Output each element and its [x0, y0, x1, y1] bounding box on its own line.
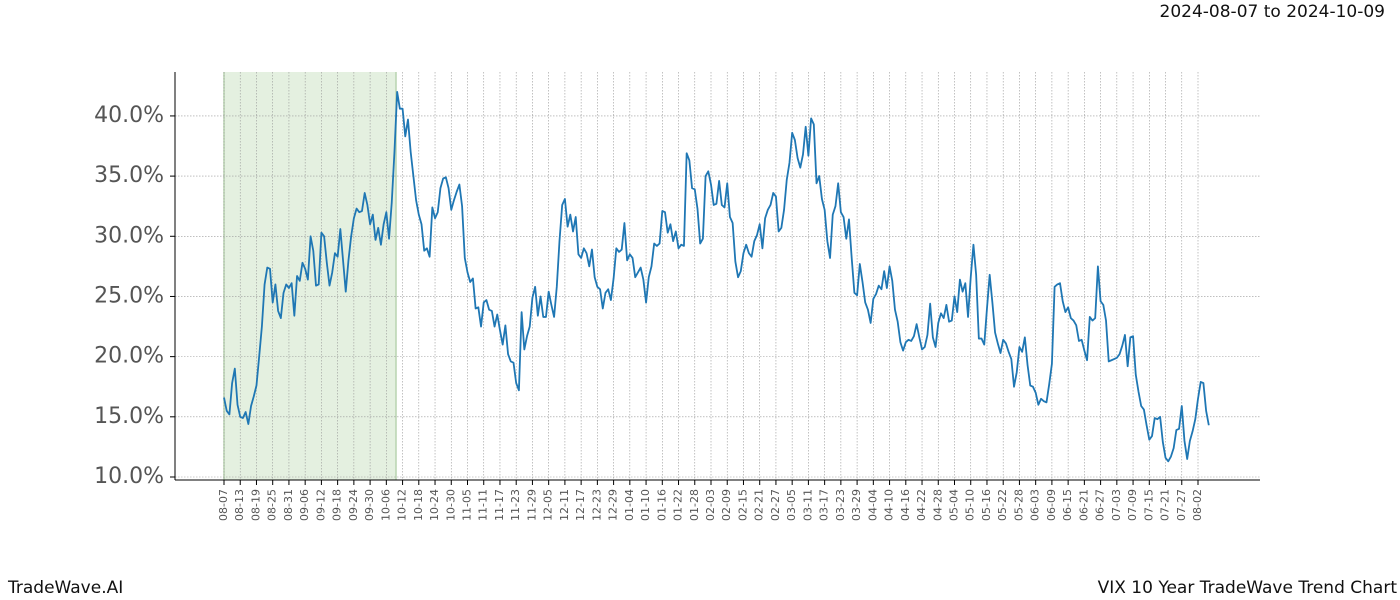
x-tick-label: 06-09 [1045, 489, 1058, 521]
x-tick-label: 02-27 [769, 489, 782, 521]
x-tick-label: 10-30 [444, 489, 457, 521]
x-tick-label: 08-19 [249, 489, 262, 521]
x-tick-label: 04-28 [931, 489, 944, 521]
x-tick-label: 10-18 [412, 489, 425, 521]
y-tick-label: 25.0% [94, 283, 164, 308]
x-tick-label: 03-23 [834, 489, 847, 521]
x-tick-label: 07-21 [1159, 489, 1172, 521]
x-tick-label: 04-22 [915, 489, 928, 521]
x-tick-label: 03-29 [850, 489, 863, 521]
x-tick-label: 10-24 [428, 489, 441, 521]
x-tick-label: 05-16 [980, 489, 993, 521]
x-tick-label: 07-15 [1142, 489, 1155, 521]
grid: 10.0% 15.0% 20.0% 25.0% 30.0% 35.0% 40.0% 08-07… [94, 72, 1260, 521]
x-tick-label: 11-05 [461, 489, 474, 521]
x-tick-label: 05-04 [948, 489, 961, 521]
x-tick-label: 12-29 [607, 489, 620, 521]
x-tick-label: 09-30 [363, 489, 376, 521]
trend-line [223, 90, 1210, 463]
x-tick-label: 08-02 [1191, 489, 1204, 521]
x-tick-label: 08-07 [217, 489, 230, 521]
x-tick-label: 07-27 [1175, 489, 1188, 521]
x-tick-label: 11-11 [477, 489, 490, 521]
x-tick-label: 05-22 [996, 489, 1009, 521]
x-tick-label: 09-06 [298, 489, 311, 521]
x-tick-label: 12-17 [574, 489, 587, 521]
x-tick-label: 01-22 [672, 489, 685, 521]
x-tick-label: 05-10 [964, 489, 977, 521]
y-tick-label: 15.0% [94, 404, 164, 429]
x-tick-label: 12-05 [542, 489, 555, 521]
y-tick-label: 20.0% [94, 344, 164, 369]
x-tick-label: 06-21 [1077, 489, 1090, 521]
x-tick-label: 01-04 [623, 489, 636, 521]
x-tick-label: 01-10 [639, 489, 652, 521]
y-tick-label: 35.0% [94, 163, 164, 188]
x-tick-label: 12-23 [590, 489, 603, 521]
x-tick-label: 03-11 [801, 489, 814, 521]
x-tick-label: 07-03 [1110, 489, 1123, 521]
x-tick-label: 06-15 [1061, 489, 1074, 521]
x-tick-label: 10-06 [379, 489, 392, 521]
plot [223, 90, 1210, 463]
y-tick-label: 30.0% [94, 223, 164, 248]
x-tick-label: 08-25 [266, 489, 279, 521]
x-tick-label: 02-03 [704, 489, 717, 521]
highlight-region [224, 72, 396, 480]
x-tick-label: 02-15 [736, 489, 749, 521]
x-tick-label: 04-10 [883, 489, 896, 521]
watermark: TradeWave.AI [7, 578, 123, 598]
x-tick-label: 06-03 [1029, 489, 1042, 521]
x-tick-label: 01-28 [688, 489, 701, 521]
x-tick-label: 06-27 [1094, 489, 1107, 521]
x-tick-label: 04-04 [866, 489, 879, 521]
x-tick-label: 03-17 [818, 489, 831, 521]
x-tick-label: 02-09 [720, 489, 733, 521]
x-tick-label: 05-28 [1012, 489, 1025, 521]
x-tick-label: 10-12 [396, 489, 409, 521]
x-tick-label: 07-09 [1126, 489, 1139, 521]
x-tick-label: 08-13 [233, 489, 246, 521]
x-tick-label: 08-31 [282, 489, 295, 521]
x-tick-label: 03-05 [785, 489, 798, 521]
x-tick-label: 04-16 [899, 489, 912, 521]
y-tick-label: 10.0% [94, 464, 164, 489]
x-tick-label: 11-29 [525, 489, 538, 521]
x-tick-label: 09-24 [347, 489, 360, 521]
chart-title: VIX 10 Year TradeWave Trend Chart [1098, 578, 1398, 598]
x-tick-label: 11-23 [509, 489, 522, 521]
y-tick-label: 40.0% [94, 103, 164, 128]
x-tick-label: 02-21 [753, 489, 766, 521]
x-tick-label: 11-17 [493, 489, 506, 521]
x-tick-label: 12-11 [558, 489, 571, 521]
x-tick-label: 09-18 [331, 489, 344, 521]
date-range: 2024-08-07 to 2024-10-09 [1160, 2, 1385, 22]
x-tick-label: 01-16 [655, 489, 668, 521]
x-tick-label: 09-12 [314, 489, 327, 521]
